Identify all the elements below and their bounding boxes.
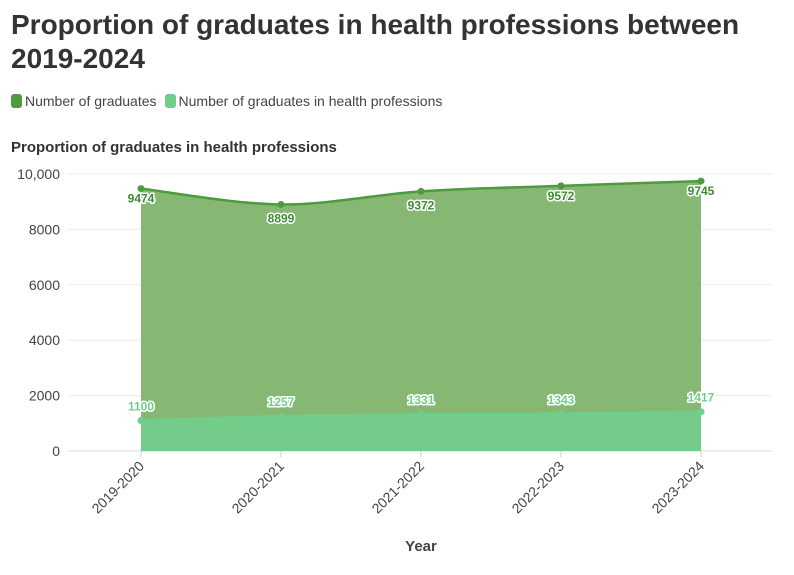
legend-label-health-graduates: Number of graduates in health profession…	[178, 93, 443, 109]
y-tick-label: 8000	[29, 221, 60, 237]
x-tick-label: 2020-2021	[228, 458, 287, 517]
data-label-health-graduates: 1331	[408, 393, 435, 407]
area-health-graduates	[141, 411, 701, 451]
data-label-graduates: 8899	[268, 211, 295, 225]
data-label-health-graduates: 1100	[128, 400, 154, 414]
legend-label-graduates: Number of graduates	[25, 93, 157, 109]
legend-item-health-graduates[interactable]: Number of graduates in health profession…	[164, 93, 443, 109]
y-tick-label: 2000	[29, 388, 60, 404]
legend-item-graduates[interactable]: Number of graduates	[11, 93, 157, 109]
point-graduates[interactable]	[557, 182, 565, 190]
x-tick-label: 2019-2020	[88, 458, 147, 517]
data-label-graduates: 9474	[128, 192, 155, 206]
x-tick-label: 2022-2023	[508, 458, 567, 517]
point-graduates[interactable]	[277, 200, 285, 208]
point-health-graduates[interactable]	[557, 410, 565, 418]
legend-swatch-graduates	[11, 94, 22, 108]
point-graduates[interactable]	[697, 177, 705, 185]
area-graduates	[141, 181, 701, 451]
x-tick-label: 2021-2022	[368, 458, 427, 517]
legend-swatch-health-graduates	[164, 94, 176, 108]
data-label-graduates: 9372	[408, 198, 435, 212]
data-label-graduates: 9745	[688, 184, 715, 198]
x-tick-label: 2023-2024	[648, 458, 707, 517]
x-axis-label: Year	[405, 538, 437, 555]
point-graduates[interactable]	[417, 187, 425, 195]
data-label-health-graduates: 1417	[688, 391, 715, 405]
point-graduates[interactable]	[137, 185, 145, 193]
legend: Number of graduates Number of graduates …	[11, 93, 450, 109]
data-label-graduates: 9572	[548, 189, 575, 203]
page-title: Proportion of graduates in health profes…	[11, 9, 740, 74]
data-label-health-graduates: 1257	[268, 395, 295, 409]
point-health-graduates[interactable]	[417, 410, 425, 418]
y-tick-label: 10,000	[17, 166, 60, 182]
y-tick-label: 0	[52, 443, 60, 459]
data-label-health-graduates: 1343	[548, 393, 575, 407]
point-health-graduates[interactable]	[277, 412, 285, 420]
y-tick-label: 6000	[29, 277, 60, 293]
y-tick-label: 4000	[29, 332, 60, 348]
point-health-graduates[interactable]	[137, 417, 145, 425]
chart-title: Proportion of graduates in health profes…	[11, 139, 337, 156]
point-health-graduates[interactable]	[697, 408, 705, 416]
